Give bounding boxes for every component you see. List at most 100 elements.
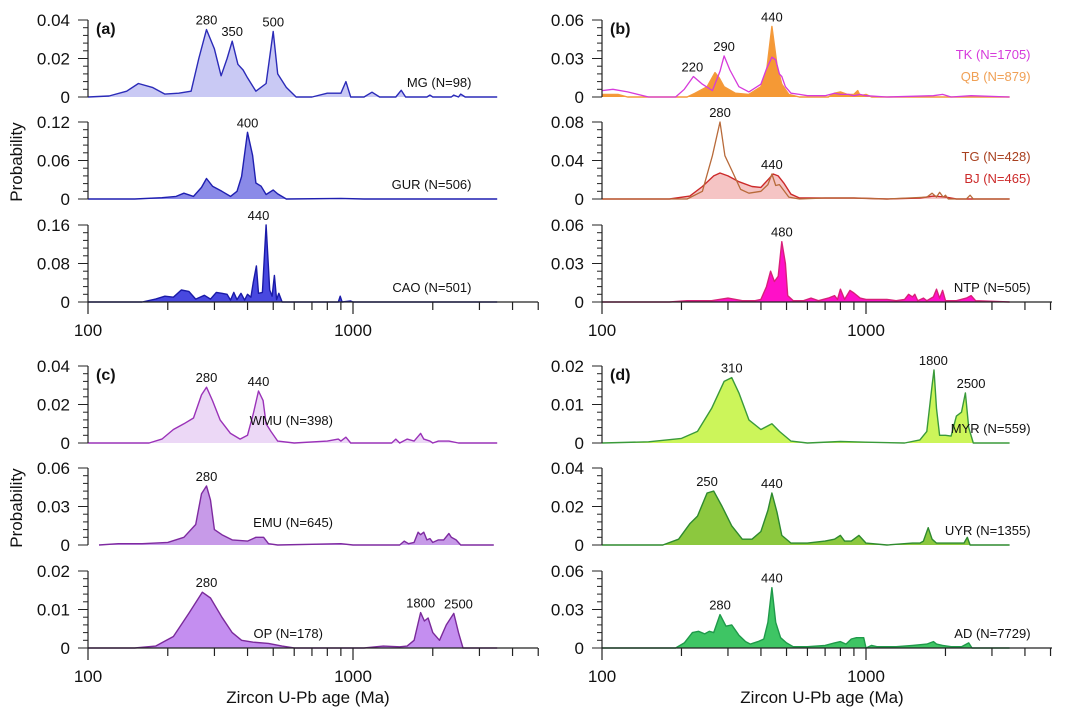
panel-label-c: (c) [96,367,116,384]
y-tick-label: 0.02 [37,50,70,69]
peak-label: 280 [196,575,218,590]
x-tick-label: 100 [74,667,102,686]
series-area-bj [602,173,1010,199]
subplot-c-3: 0 0.01 0.02 100 1000 280 1800 2500 OP (N=178) [37,562,539,686]
y-tick-label: 0.03 [551,601,584,620]
y-tick-label: 0.01 [551,396,584,415]
panel-label-d: (d) [610,367,630,384]
series-line-uyr [602,490,1010,546]
y-tick-label: 0 [61,434,70,453]
y-tick-label: 0.04 [37,357,70,376]
peak-label: 280 [709,105,731,120]
panel-label-b: (b) [610,21,630,38]
y-tick-label: 0.03 [551,255,584,274]
x-tick-label: 100 [588,321,616,340]
y-tick-label: 0 [575,88,584,107]
sample-label-mg: MG (N=98) [407,75,472,90]
series-area-uyr [602,491,1010,545]
peak-label: 440 [248,208,270,223]
peak-label: 310 [721,361,743,376]
subplot-a-3: 0 0.08 0.16 100 1000 440 CAO (N=501) [37,208,539,340]
y-tick-label: 0 [575,434,584,453]
peak-label: 1800 [919,353,948,368]
y-tick-label: 0.04 [551,152,584,171]
sample-label-ad: AD (N=7729) [954,626,1030,641]
sample-label-wmu: WMU (N=398) [250,413,333,428]
y-tick-label: 0.03 [551,50,584,69]
subplot-d-1: 0 0.01 0.02 310 1800 2500 MYR (N=559) (d) [551,353,1031,453]
series-line-bj [602,172,1010,200]
y-tick-label: 0 [61,190,70,209]
x-tick-label: 100 [588,667,616,686]
series-line-mg [87,28,498,98]
series-line-wmu [88,386,498,444]
x-tick-label: 1000 [847,667,885,686]
peak-label: 440 [761,571,783,586]
sample-label-emu: EMU (N=645) [253,515,333,530]
peak-label: 500 [262,15,284,30]
y-tick-label: 0.06 [37,459,70,478]
peak-label: 290 [713,39,735,54]
y-tick-label: 0 [61,88,70,107]
series-line-tk [601,55,1010,98]
peak-label: 250 [696,474,718,489]
sample-label-myr: MYR (N=559) [951,421,1031,436]
y-tick-label: 0.06 [37,152,70,171]
sample-label-cao: CAO (N=501) [392,280,471,295]
series-area-emu [99,486,494,545]
peak-label: 440 [248,374,270,389]
panel-b: 0 0.03 0.06 220 290 440 TK (N=1705) QB (N=879) (… [551,9,1052,340]
x-tick-label: 100 [74,321,102,340]
x-axis-title-left: Zircon U-Pb age (Ma) [226,688,389,707]
y-tick-label: 0 [575,639,584,658]
peak-label: 280 [196,13,218,28]
y-tick-label: 0.12 [37,113,70,132]
subplot-b-1: 0 0.03 0.06 220 290 440 TK (N=1705) QB (N=879) (… [551,9,1031,107]
peak-label: 1800 [406,596,435,611]
x-tick-label: 1000 [334,321,372,340]
y-tick-label: 0.04 [551,459,584,478]
peak-label: 440 [761,476,783,491]
y-tick-label: 0.08 [551,113,584,132]
sample-label-tg: TG (N=428) [962,149,1031,164]
subplot-b-3: 0 0.03 0.06 100 1000 480 NTP (N=505) [551,216,1052,340]
series-area-myr [602,369,1010,443]
sample-label-gur: GUR (N=506) [392,177,472,192]
sample-label-uyr: UYR (N=1355) [945,523,1031,538]
y-tick-label: 0.06 [551,216,584,235]
series-area-ntp [602,241,1010,302]
y-tick-label: 0 [61,536,70,555]
y-tick-label: 0 [575,190,584,209]
peak-label: 350 [221,24,243,39]
y-tick-label: 0 [575,536,584,555]
series-area-op [88,592,498,648]
peak-label: 280 [709,598,731,613]
panel-label-a: (a) [96,21,116,38]
peak-label: 220 [682,59,704,74]
series-line-gur [88,131,498,200]
y-tick-label: 0.03 [37,498,70,517]
y-tick-label: 0.02 [37,396,70,415]
sample-label-tk: TK (N=1705) [956,47,1031,62]
peak-label: 480 [771,225,793,240]
peak-label: 280 [196,469,218,484]
y-axis-title-top: Probability [7,122,26,202]
series-line-emu [98,485,494,546]
panel-c: 0 0.02 0.04 280 440 WMU (N=398) (c) 0 0.03 0.06 28… [37,357,539,686]
series-area-qb [602,26,1010,97]
y-tick-label: 0.08 [37,255,70,274]
x-axis-title-right: Zircon U-Pb age (Ma) [740,688,903,707]
peak-label: 400 [237,115,259,130]
y-tick-label: 0.02 [37,562,70,581]
y-tick-label: 0.06 [551,562,584,581]
y-tick-label: 0.06 [551,11,584,30]
series-line-ad [602,587,1010,649]
peak-label: 2500 [444,596,473,611]
y-tick-label: 0 [61,639,70,658]
series-line-myr [601,369,1010,444]
y-tick-label: 0.04 [37,11,70,30]
series-line-ntp [602,241,1010,303]
